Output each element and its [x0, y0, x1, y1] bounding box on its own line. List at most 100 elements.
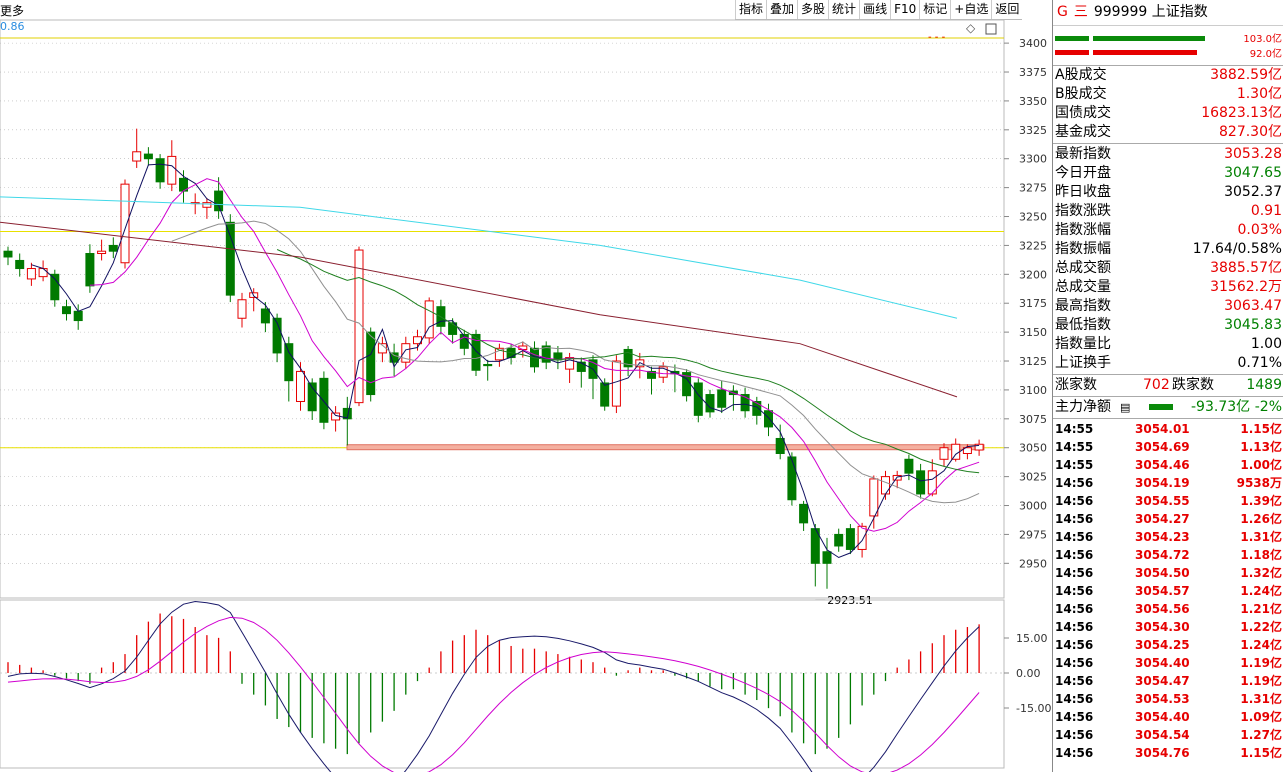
tick-time: 14:55 — [1055, 440, 1094, 454]
quote-label: 指数振幅 — [1055, 241, 1111, 257]
tick-price: 3054.53 — [1135, 692, 1190, 706]
buy-volume-bar — [1093, 36, 1205, 41]
price-axis-label: 3175 — [1019, 297, 1047, 310]
quote-value: 0.71% — [1237, 355, 1282, 371]
candle-body — [284, 343, 294, 382]
dea-line — [7, 616, 980, 772]
tick-price: 3054.46 — [1135, 458, 1190, 472]
menu-icon[interactable]: 三 — [1073, 4, 1088, 20]
candle-body — [38, 268, 48, 278]
quote-row: 总成交额 3885.57亿 — [1055, 259, 1282, 278]
quote-value: 3882.59亿 — [1210, 67, 1282, 83]
candle-body — [237, 299, 247, 319]
tick-time: 14:55 — [1055, 458, 1094, 472]
candle-body — [120, 183, 130, 264]
add-watchlist-button[interactable]: +自选 — [950, 0, 991, 19]
price-axis-label: 2950 — [1019, 557, 1047, 570]
candle-body — [155, 158, 165, 183]
candle-body — [611, 360, 621, 407]
quote-row: 最低指数 3045.83 — [1055, 316, 1282, 335]
price-axis-label: 3000 — [1019, 500, 1047, 513]
mark-button[interactable]: 标记 — [919, 0, 950, 19]
advance-decline-row: 涨家数 702 跌家数 1489 — [1055, 376, 1282, 395]
candle-body — [600, 382, 610, 407]
candle-body — [494, 347, 504, 361]
tick-amount: 1.24亿 — [1240, 638, 1282, 652]
quote-row: 上证换手 0.71% — [1055, 354, 1282, 373]
tick-row: 14:56 3054.50 1.32亿 — [1055, 564, 1282, 582]
tick-amount: 1.31亿 — [1240, 530, 1282, 544]
tick-time: 14:56 — [1055, 548, 1094, 562]
tick-time: 14:56 — [1055, 584, 1094, 598]
quote-row: 基金成交 827.30亿 — [1055, 123, 1282, 142]
indicator-button[interactable]: 指标 — [735, 0, 766, 19]
main-plot-frame — [0, 19, 1005, 599]
tick-amount: 1.39亿 — [1240, 494, 1282, 508]
tick-price: 3054.56 — [1135, 602, 1190, 616]
quote-row: 指数振幅 17.64/0.58% — [1055, 240, 1282, 259]
tick-time: 14:56 — [1055, 638, 1094, 652]
candle-body — [881, 476, 890, 495]
tick-price: 3054.25 — [1135, 638, 1190, 652]
price-axis-label: 3150 — [1019, 326, 1047, 339]
quote-row: 国债成交 16823.13亿 — [1055, 104, 1282, 123]
draw-line-button[interactable]: 画线 — [859, 0, 890, 19]
candle-body — [15, 259, 25, 270]
candle-body — [904, 458, 914, 474]
tick-amount: 1.24亿 — [1240, 584, 1282, 598]
tick-time: 14:56 — [1055, 476, 1094, 490]
candle-body — [73, 310, 83, 322]
back-button[interactable]: 返回 — [991, 0, 1022, 19]
candle-body — [401, 343, 411, 363]
kline-chart[interactable]: 3400 3375 3350 3325 3300 3275 3250 3225 3200 3175… — [0, 0, 1052, 772]
quote-label: 指数涨幅 — [1055, 222, 1111, 238]
tick-row: 14:56 3054.25 1.24亿 — [1055, 636, 1282, 654]
tick-time: 14:56 — [1055, 728, 1094, 742]
quote-label: 指数涨跌 — [1055, 203, 1111, 219]
quote-row: 今日开盘 3047.65 — [1055, 164, 1282, 183]
tick-amount: 1.09亿 — [1240, 710, 1282, 724]
list-icon[interactable]: ▤ — [1120, 401, 1131, 414]
tick-amount: 1.19亿 — [1240, 656, 1282, 670]
g-icon: G — [1057, 4, 1068, 20]
tick-price: 3054.76 — [1135, 746, 1190, 760]
moving-average-line — [171, 220, 980, 504]
multi-stock-button[interactable]: 多股 — [797, 0, 828, 19]
candle-body — [143, 153, 153, 160]
candle-body — [834, 533, 844, 547]
tick-price: 3054.72 — [1135, 548, 1190, 562]
tick-row: 14:56 3054.55 1.39亿 — [1055, 492, 1282, 510]
price-axis-label: 3200 — [1019, 268, 1047, 281]
more-menu[interactable]: 更多 — [0, 4, 25, 18]
candle-body — [342, 407, 352, 420]
candle-body — [740, 394, 750, 412]
quote-row: A股成交 3882.59亿 — [1055, 66, 1282, 85]
candle-body — [85, 253, 95, 287]
candle-body — [471, 333, 481, 371]
tick-time: 14:56 — [1055, 656, 1094, 670]
quote-label: 最低指数 — [1055, 317, 1111, 333]
quote-label: 国债成交 — [1055, 105, 1111, 121]
tick-amount: 1.19亿 — [1240, 674, 1282, 688]
main-flow-pct: -2% — [1254, 399, 1282, 415]
tick-price: 3054.47 — [1135, 674, 1190, 688]
tick-row: 14:55 3054.46 1.00亿 — [1055, 456, 1282, 474]
quote-value: 17.64/0.58% — [1192, 241, 1282, 257]
down-count-label: 跌家数 — [1172, 377, 1214, 393]
quote-value: 31562.2万 — [1210, 279, 1282, 295]
tick-price: 3054.19 — [1135, 476, 1190, 490]
candle-body — [483, 363, 493, 367]
f10-button[interactable]: F10 — [890, 0, 919, 19]
tick-amount: 1.15亿 — [1240, 422, 1282, 436]
tick-time: 14:56 — [1055, 620, 1094, 634]
quote-panel: G 三 999999 上证指数 103.0亿 92.0亿 A股成交 3882.59亿 B… — [1052, 0, 1283, 772]
overlay-button[interactable]: 叠加 — [766, 0, 797, 19]
candle-body — [366, 331, 376, 396]
tick-amount: 1.32亿 — [1240, 566, 1282, 580]
sell-volume-bar — [1093, 50, 1197, 55]
tick-price: 3054.30 — [1135, 620, 1190, 634]
candle-body — [857, 525, 867, 550]
up-count: 702 — [1143, 377, 1170, 393]
stats-button[interactable]: 统计 — [828, 0, 859, 19]
ma-value-label: 0.86 — [0, 20, 25, 33]
